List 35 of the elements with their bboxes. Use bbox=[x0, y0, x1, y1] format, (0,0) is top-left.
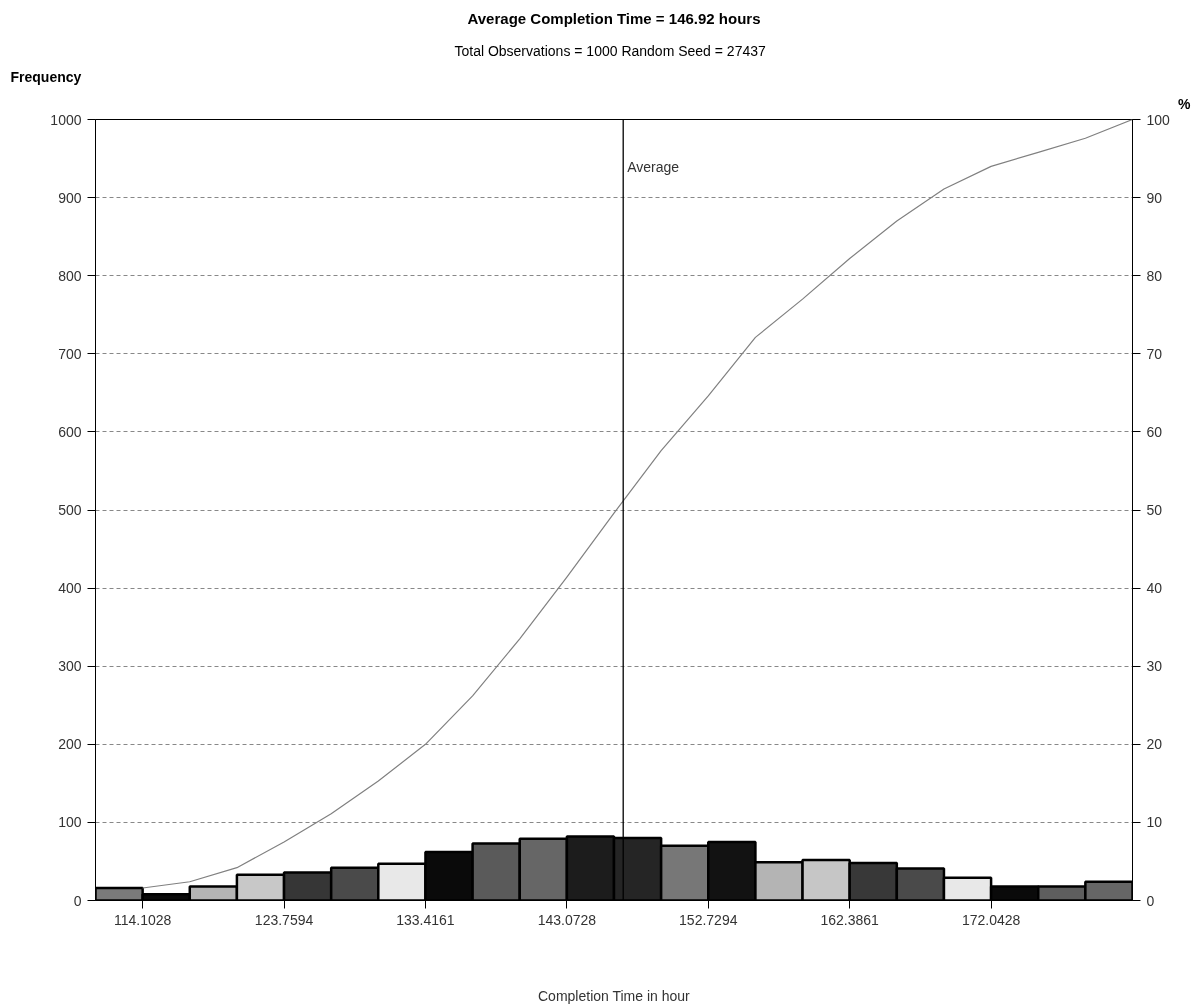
y2-tick-label: 90 bbox=[1146, 189, 1163, 206]
x-tick-label: 123.7594 bbox=[254, 911, 314, 928]
y2-tick-label: 50 bbox=[1146, 502, 1163, 518]
y2-tick-label: 0 bbox=[1146, 892, 1155, 909]
y-tick-label: 600 bbox=[58, 423, 82, 440]
x-axis-title: Completion Time in hour bbox=[538, 987, 691, 1004]
x-tick-label: 162.3861 bbox=[820, 911, 880, 928]
y2-tick-label: 40 bbox=[1146, 580, 1163, 597]
y-tick-label: 100 bbox=[58, 814, 82, 831]
x-tick-label: 133.4161 bbox=[396, 911, 455, 928]
y-tick-label: 300 bbox=[58, 658, 82, 675]
y-tick-label: 700 bbox=[58, 345, 82, 362]
y-tick-label: 1000 bbox=[50, 111, 82, 128]
y-tick-label: 200 bbox=[58, 736, 82, 753]
y-tick-label: 0 bbox=[73, 892, 82, 909]
x-tick-label: 143.0728 bbox=[537, 911, 597, 928]
y2-tick-label: 80 bbox=[1146, 267, 1163, 284]
y2-tick-label: 30 bbox=[1146, 658, 1163, 675]
chart-title: Average Completion Time = 146.92 hours bbox=[467, 9, 761, 27]
y2-axis-title: % bbox=[1178, 95, 1192, 112]
y2-tick-label: 60 bbox=[1146, 423, 1163, 440]
y-tick-label: 500 bbox=[58, 502, 82, 518]
y-axis-title: Frequency bbox=[10, 68, 82, 85]
y2-tick-label: 20 bbox=[1146, 736, 1163, 753]
y-tick-label: 900 bbox=[58, 189, 82, 206]
y-tick-label: 800 bbox=[58, 267, 82, 284]
x-tick-label: 114.1028 bbox=[113, 911, 172, 928]
y2-tick-label: 10 bbox=[1146, 814, 1163, 831]
x-tick-label: 152.7294 bbox=[679, 911, 738, 928]
y-tick-label: 400 bbox=[58, 580, 82, 597]
chart-subtitle: Total Observations = 1000 Random Seed = 27437 bbox=[454, 42, 766, 59]
y2-tick-label: 100 bbox=[1146, 111, 1171, 128]
y2-tick-label: 70 bbox=[1146, 345, 1163, 362]
ref-line-label: Average bbox=[627, 158, 680, 175]
x-tick-label: 172.0428 bbox=[961, 911, 1021, 928]
